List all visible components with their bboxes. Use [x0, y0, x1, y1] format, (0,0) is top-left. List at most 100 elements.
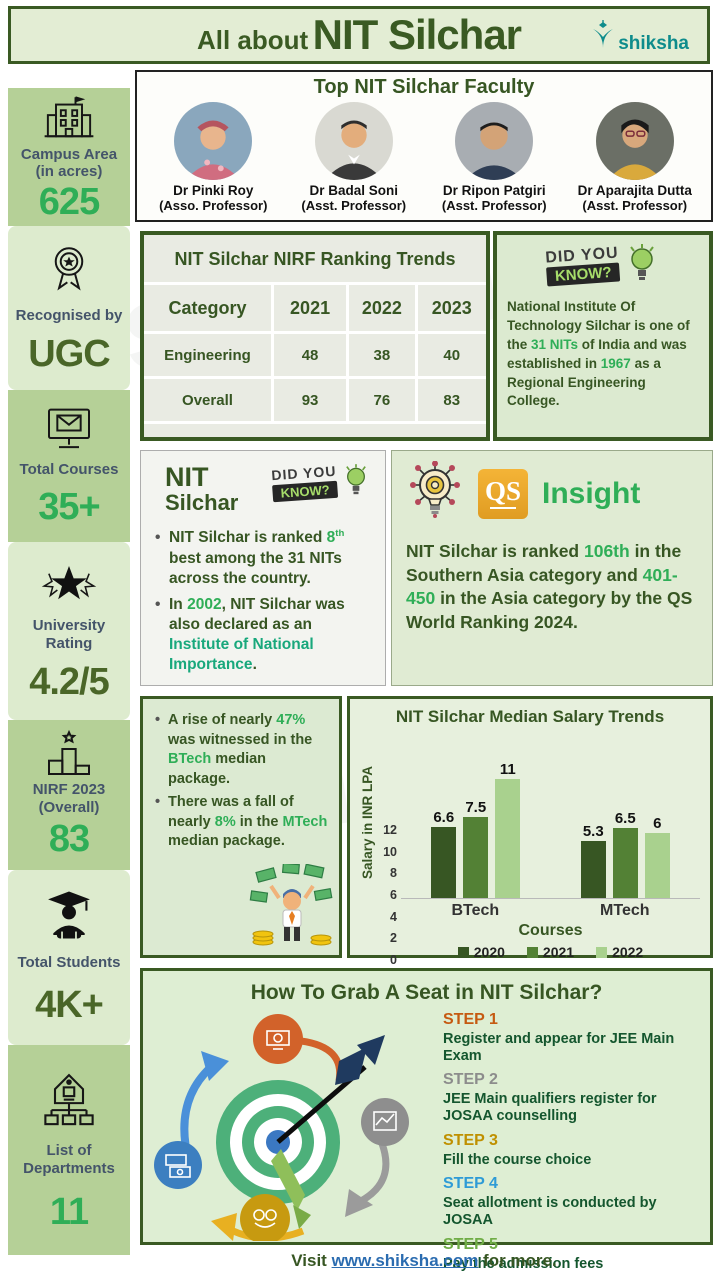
sidebar-item-departments: List of Departments 11 [8, 1045, 130, 1255]
bar-group-MTech: 5.3 6.5 6 [580, 810, 670, 898]
y-tick: 0 [390, 953, 397, 967]
step-label: STEP 3 [443, 1131, 498, 1149]
sidebar-value: 83 [48, 818, 90, 861]
x-category-label: BTech [451, 902, 500, 919]
salary-chart-box: NIT Silchar Median Salary Trends Salary … [347, 696, 713, 967]
chart-legend: 2020 2021 2022 [401, 944, 700, 960]
faculty-role: (Asst. Professor) [301, 198, 407, 213]
y-tick: 2 [390, 931, 397, 946]
legend-item: 2021 [526, 944, 574, 960]
header: All about NIT Silchar shiksha [8, 6, 710, 64]
shiksha-logo: shiksha [590, 19, 689, 55]
step-label: STEP 1 [443, 1011, 498, 1028]
sidebar-item-label: University Rating [32, 617, 106, 652]
admission-title: How To Grab A Seat in NIT Silchar? [250, 981, 603, 1004]
did-you-know-badge: DID YOU KNOW? [507, 243, 699, 288]
faculty-photo [595, 102, 674, 180]
legend-item: 2022 [596, 944, 643, 960]
sidebar-item-label: Total Students [17, 954, 121, 972]
bar-BTech-2020 [431, 826, 457, 898]
table-cell: Engineering [144, 334, 274, 379]
faculty-member: Dr Badal Soni (Asst. Professor) [286, 102, 422, 213]
faculty-name: Dr Ripon Patgiri [442, 183, 546, 198]
bar-chart: Salary in INR LPA 0 2 4 6 8 10 12 6.6 7.5 11 5.3 6… [360, 747, 700, 967]
faculty-member: Dr Ripon Patgiri (Asst. Professor) [426, 102, 562, 213]
admission-step: STEP 1 Register and appear for JEE Main … [443, 1011, 705, 1064]
table-cell: 93 [273, 379, 350, 424]
admission-step: STEP 4 Seat allotment is conducted by JO… [443, 1175, 705, 1228]
y-tick: 12 [383, 823, 397, 837]
bulb-icon [624, 243, 660, 288]
did-you-know-badge: DID YOU KNOW? [271, 462, 371, 502]
sidebar-item-label: List of Departments [23, 1142, 115, 1177]
footer-suffix: for more. [478, 1251, 557, 1270]
table-cell: 76 [349, 379, 418, 424]
medal-icon [42, 240, 96, 298]
sidebar-value: 4.2/5 [29, 661, 110, 704]
bar-MTech-2020 [580, 840, 606, 898]
faculty-member: Dr Pinki Roy (Asso. Professor) [145, 102, 281, 213]
legend-swatch [596, 946, 608, 958]
qs-logo: QS [478, 468, 528, 519]
step-text: Register and appear for JEE Main Exam [443, 1031, 675, 1064]
table-cell: 83 [417, 379, 486, 424]
page-title: All about NIT Silchar [197, 11, 522, 59]
sidebar-item-label: Recognised by [15, 306, 123, 324]
faculty-role: (Asso. Professor) [159, 198, 268, 213]
bar-MTech-2022 [644, 833, 670, 898]
table-header: Category [144, 285, 274, 334]
faculty-role: (Asst. Professor) [441, 198, 547, 213]
faculty-name: Dr Aparajita Dutta [577, 183, 692, 198]
y-axis-label: Salary in INR LPA [360, 765, 375, 879]
faculty-section: Top NIT Silchar Faculty Dr Pinki Roy (As… [135, 70, 713, 222]
star-rating-icon [38, 558, 100, 608]
stats-sidebar: Campus Area (in acres) 625 Recognised by… [8, 88, 130, 1255]
step-text: Fill the course choice [443, 1151, 592, 1168]
legend-swatch [526, 946, 538, 958]
brand-name: shiksha [618, 33, 689, 54]
fact-item: NIT Silchar is ranked 8th best among the… [151, 528, 375, 589]
table-header: 2021 [273, 285, 350, 334]
bar-group-BTech: 6.6 7.5 11 [431, 761, 521, 898]
target-dart-illustration [153, 1009, 438, 1246]
campus-icon [42, 94, 96, 146]
graduate-icon [41, 888, 97, 942]
faculty-name: Dr Badal Soni [309, 183, 398, 198]
footer-prefix: Visit [291, 1251, 332, 1270]
bar-BTech-2022 [495, 778, 521, 898]
money-person-illustration [249, 862, 335, 953]
idea-gear-icon [406, 460, 464, 526]
y-tick: 4 [390, 909, 397, 924]
nirf-table-grid: Category 2021 2022 2023 Engineering 48 3… [144, 285, 486, 424]
faculty-photo [314, 102, 393, 180]
shiksha-link[interactable]: www.shiksha.com [331, 1251, 479, 1270]
qs-insight-box: QS Insight NIT Silchar is ranked 106th i… [391, 450, 713, 686]
qs-insight-title: Insight [542, 476, 641, 510]
step-label: STEP 5 [443, 1235, 498, 1253]
table-cell: 48 [273, 334, 350, 379]
y-tick: 6 [390, 888, 397, 902]
bar-MTech-2021 [612, 827, 638, 898]
fact-item: In 2002, NIT Silchar was also declared a… [151, 595, 375, 676]
salary-notes-list: A rise of nearly 47% was witnessed in th… [151, 711, 331, 852]
dyk-fact-text: National Institute Of Technology Silchar… [507, 299, 690, 409]
step-label: STEP 2 [443, 1071, 498, 1089]
step-label: STEP 4 [443, 1175, 498, 1193]
faculty-photo [455, 102, 534, 180]
footer: Visit www.shiksha.com for more. [135, 1251, 713, 1271]
sidebar-item-nirf-rank: NIRF 2023 (Overall) 83 [8, 720, 130, 870]
podium-icon [42, 729, 96, 779]
chart-plot: 6.6 7.5 11 5.3 6.5 6 [401, 747, 700, 899]
admission-steps-list: STEP 1 Register and appear for JEE Main … [443, 1011, 705, 1279]
shiksha-logo-icon [590, 19, 618, 55]
table-cell: Overall [144, 379, 274, 424]
dyk-line2: KNOW? [271, 480, 339, 502]
nit-silchar-facts-list: NIT Silchar is ranked 8th best among the… [151, 528, 375, 675]
admission-step: STEP 5 Pay the admission fees [443, 1236, 705, 1273]
faculty-row: Dr Pinki Roy (Asso. Professor) Dr Badal … [143, 102, 705, 213]
step-text: Pay the admission fees [443, 1255, 604, 1272]
y-tick: 10 [383, 844, 397, 859]
sidebar-item-label: NIRF 2023 (Overall) [32, 781, 106, 816]
faculty-photo [174, 102, 253, 180]
courses-icon [42, 403, 96, 453]
